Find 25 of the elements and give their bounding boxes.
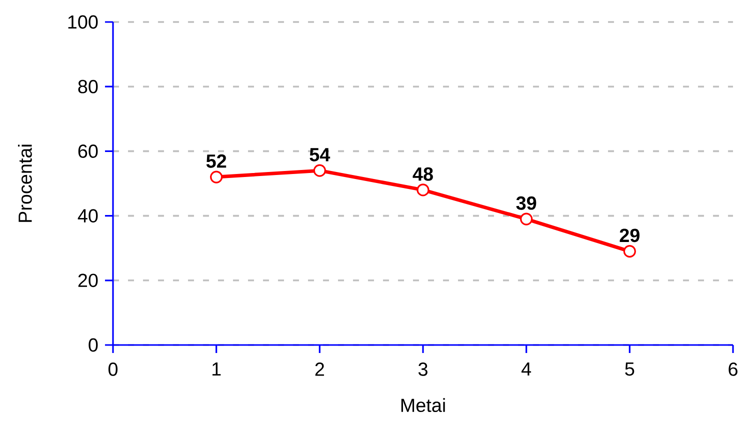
point — [623, 245, 636, 258]
x-tick-label: 1 — [212, 362, 221, 376]
data-label: 29 — [620, 228, 640, 242]
x-tick-label: 5 — [625, 362, 634, 376]
x-tick-label: 2 — [315, 362, 324, 376]
y-tick-label: 60 — [78, 144, 98, 158]
data-label: 54 — [310, 148, 330, 162]
y-axis-title: Procentai — [18, 144, 32, 222]
x-tick-label: 6 — [728, 362, 738, 376]
data-label: 48 — [412, 167, 433, 181]
x-tick-label: 0 — [108, 362, 118, 376]
point — [313, 164, 326, 177]
y-tick-label: 40 — [78, 209, 98, 223]
x-axis-title: Metai — [401, 398, 445, 412]
x-tick-label: 4 — [522, 362, 532, 376]
data-label: 52 — [206, 154, 226, 168]
point — [210, 170, 223, 184]
y-tick-label: 0 — [88, 338, 98, 352]
point — [520, 212, 533, 226]
y-tick-label: 20 — [78, 274, 98, 288]
x-tick-label: 3 — [418, 362, 428, 376]
y-tick-label: 80 — [78, 80, 98, 94]
data-label: 39 — [516, 196, 536, 210]
point — [416, 184, 430, 196]
y-tick-label: 100 — [68, 15, 98, 29]
